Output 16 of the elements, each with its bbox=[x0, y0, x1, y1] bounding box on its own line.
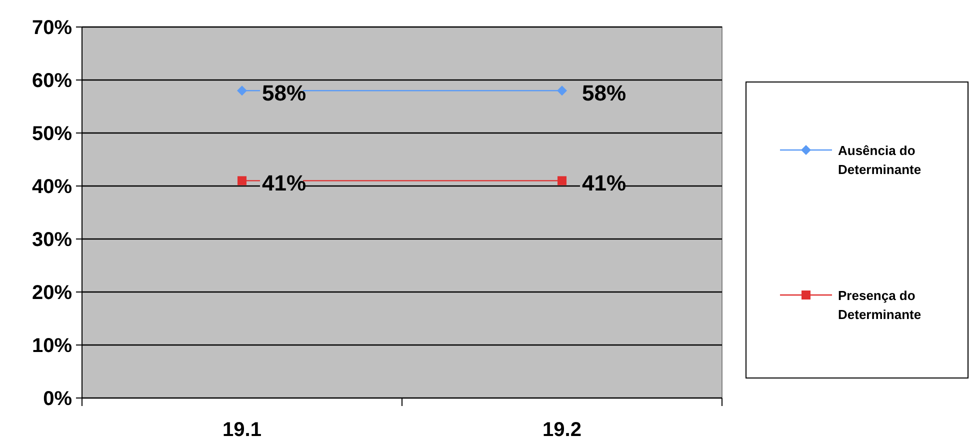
legend-label: Ausência do Determinante bbox=[838, 143, 922, 177]
y-tick-label: 40% bbox=[32, 176, 72, 198]
y-tick-label: 10% bbox=[32, 335, 72, 357]
data-label: 58% bbox=[582, 80, 626, 106]
y-tick-label: 30% bbox=[32, 229, 72, 251]
data-label: 58% bbox=[262, 80, 306, 106]
data-label: 41% bbox=[262, 170, 306, 196]
y-tick-label: 50% bbox=[32, 123, 72, 145]
legend-label: Presença do Determinante bbox=[838, 288, 922, 322]
x-tick-label: 19.1 bbox=[222, 419, 262, 441]
y-tick-label: 70% bbox=[32, 17, 72, 39]
x-tick-label: 19.2 bbox=[542, 419, 582, 441]
y-tick-label: 20% bbox=[32, 282, 72, 304]
data-label: 41% bbox=[582, 170, 626, 196]
y-tick-label: 60% bbox=[32, 70, 72, 92]
y-tick-label: 0% bbox=[43, 388, 72, 410]
